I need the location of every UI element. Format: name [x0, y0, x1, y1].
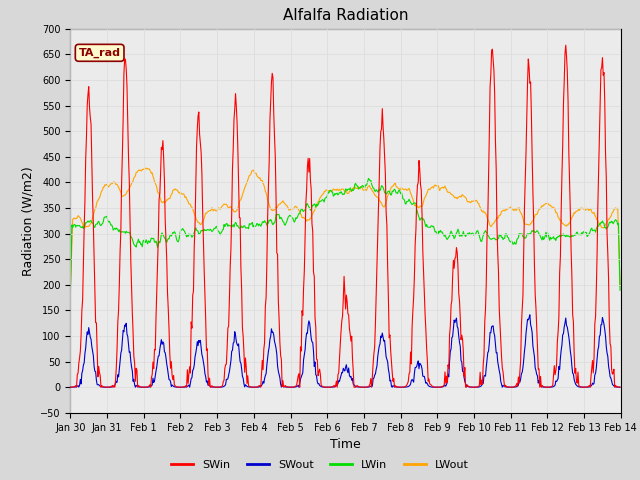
Legend: SWin, SWout, LWin, LWout: SWin, SWout, LWin, LWout — [166, 456, 474, 474]
Line: LWout: LWout — [70, 168, 620, 290]
SWin — [562, 42, 570, 48]
SWout — [132, 384, 140, 390]
SWout — [134, 384, 141, 389]
SWout — [616, 384, 624, 390]
LWout — [133, 169, 141, 175]
SWout — [219, 384, 227, 390]
LWout — [219, 203, 227, 209]
Line: SWout: SWout — [70, 315, 620, 387]
LWin — [133, 240, 141, 246]
LWout — [77, 215, 84, 221]
X-axis label: Time: Time — [330, 438, 361, 451]
SWin — [134, 384, 141, 390]
LWin — [413, 206, 420, 212]
LWin — [67, 290, 74, 296]
LWin — [365, 175, 372, 181]
SWin — [73, 384, 81, 390]
SWout — [413, 364, 420, 370]
Line: SWin: SWin — [70, 45, 620, 387]
LWin — [616, 288, 624, 293]
LWin — [218, 229, 226, 235]
SWin — [616, 384, 624, 390]
Line: LWin: LWin — [70, 178, 620, 293]
SWout — [526, 312, 534, 318]
SWin — [67, 384, 74, 390]
LWout — [616, 283, 624, 289]
SWin — [219, 383, 227, 388]
LWout — [142, 165, 150, 171]
SWout — [77, 377, 84, 383]
LWin — [429, 224, 436, 229]
SWin — [413, 196, 420, 202]
Y-axis label: Radiation (W/m2): Radiation (W/m2) — [22, 166, 35, 276]
LWin — [189, 233, 196, 239]
Title: Alfalfa Radiation: Alfalfa Radiation — [283, 9, 408, 24]
SWout — [189, 366, 197, 372]
SWin — [429, 384, 436, 389]
SWin — [189, 288, 197, 294]
SWout — [429, 384, 436, 390]
LWin — [77, 224, 84, 230]
LWout — [429, 184, 436, 190]
LWout — [189, 208, 197, 214]
LWout — [67, 288, 74, 293]
SWout — [67, 384, 74, 390]
LWout — [413, 204, 420, 210]
Text: TA_rad: TA_rad — [79, 48, 121, 58]
SWin — [77, 332, 85, 338]
